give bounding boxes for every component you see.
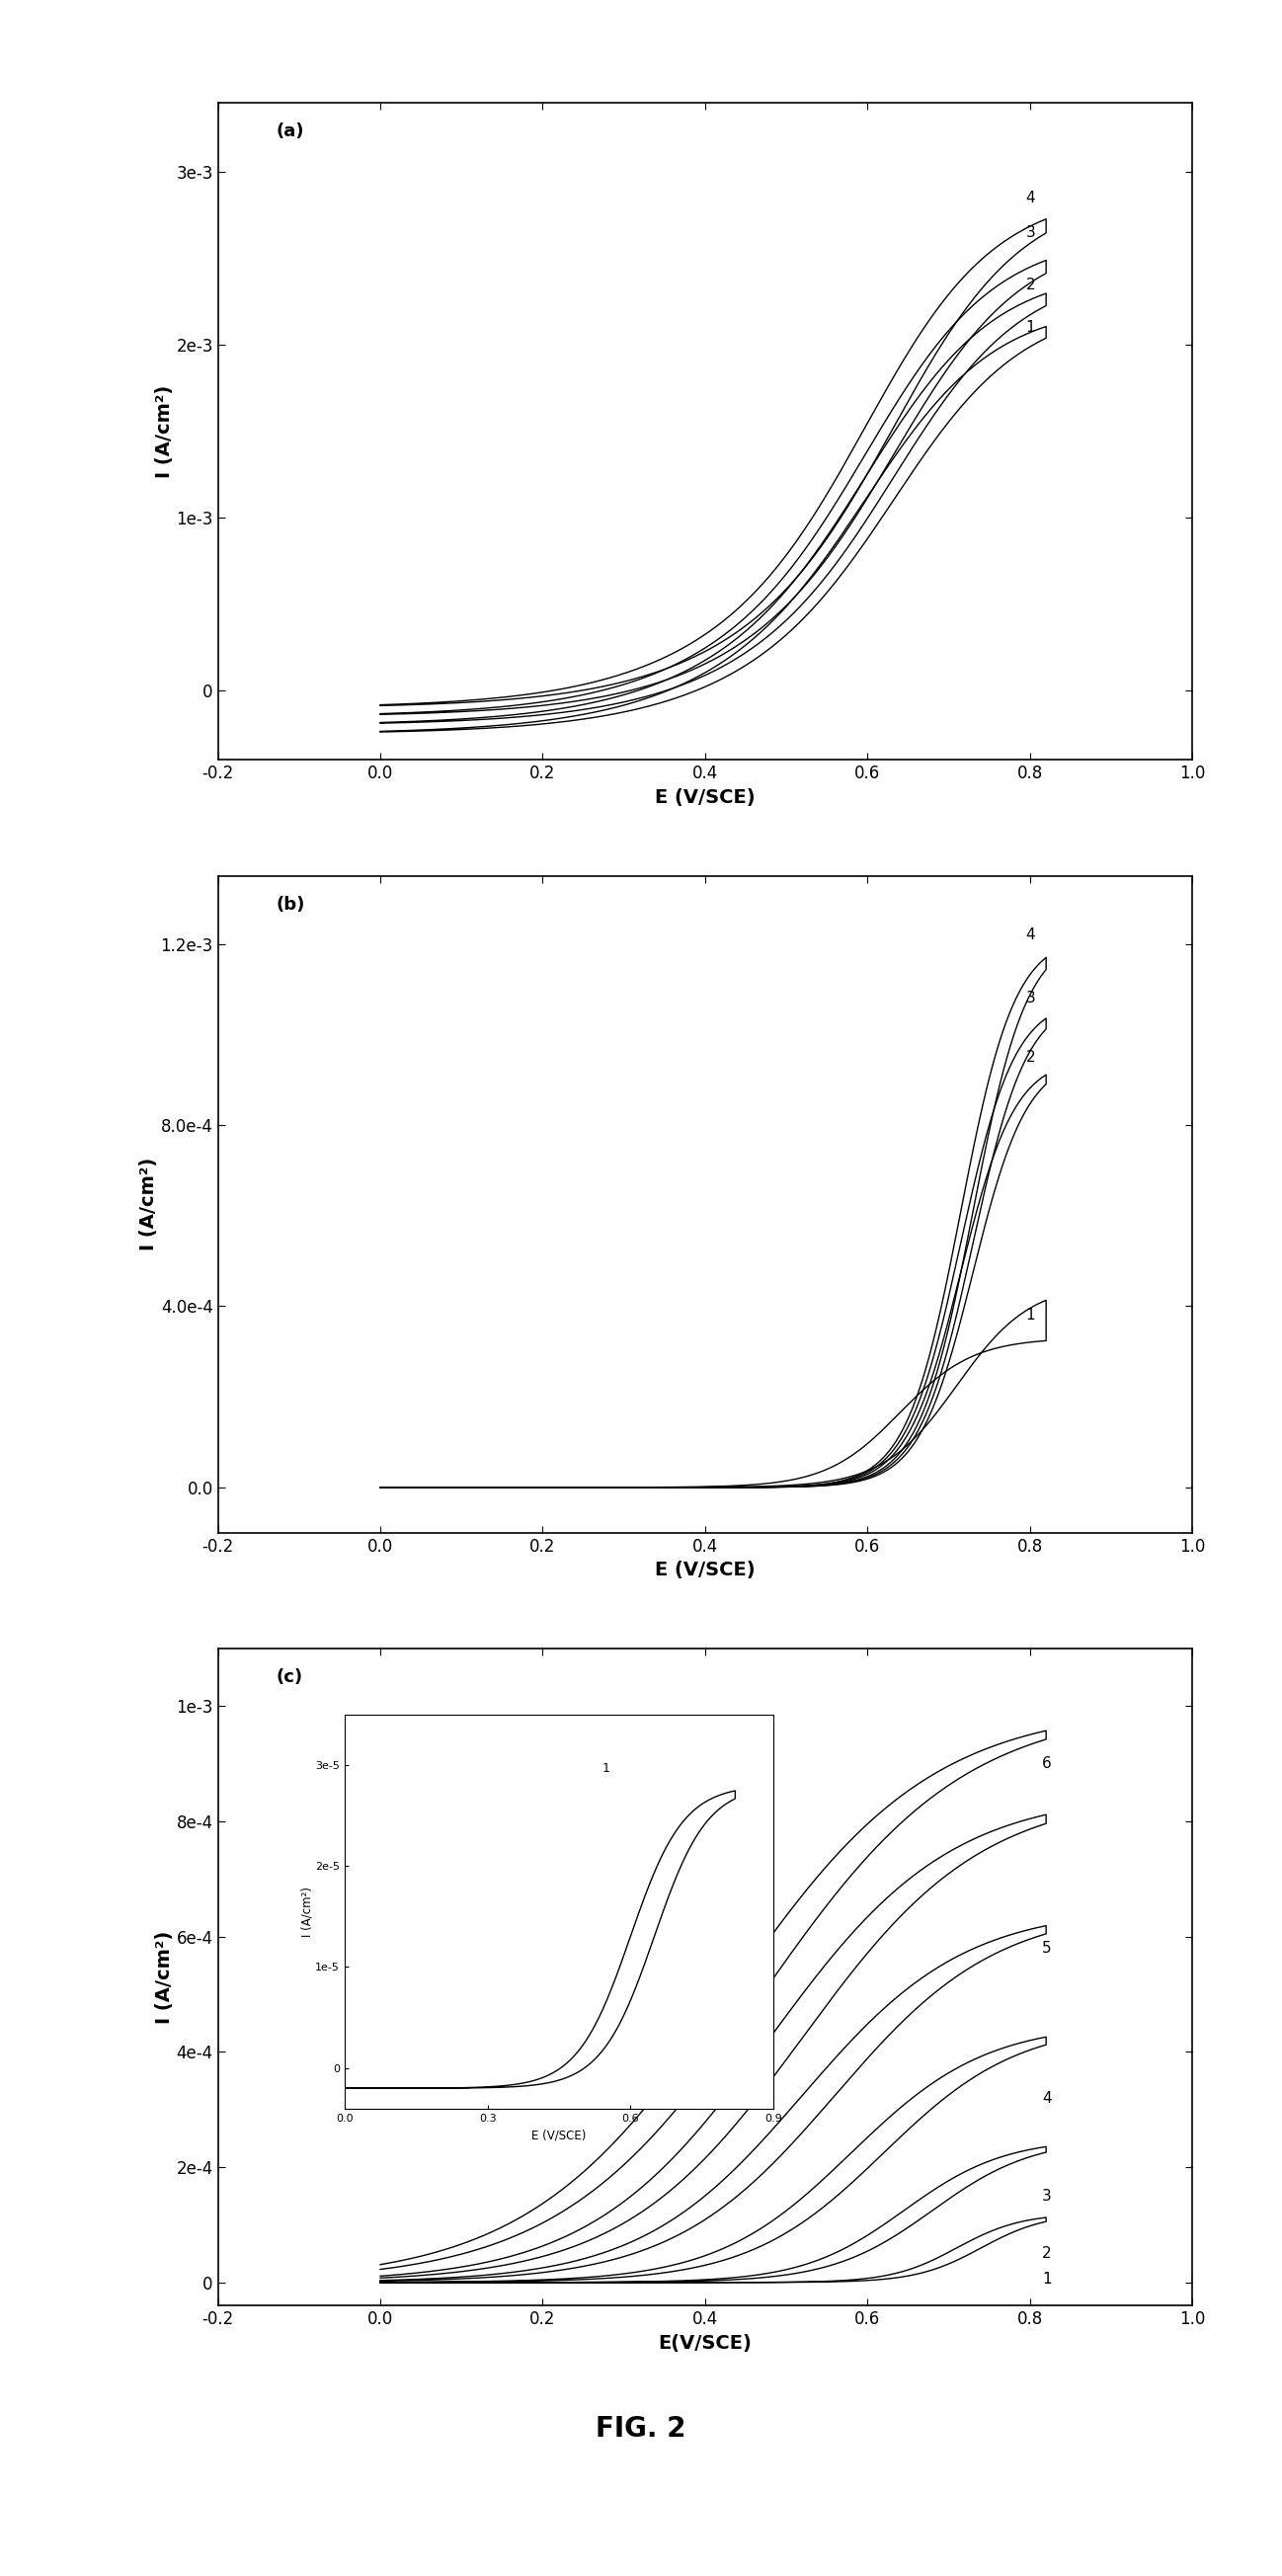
Text: 2: 2 (1026, 278, 1036, 291)
X-axis label: E (V/SCE): E (V/SCE) (655, 1561, 755, 1579)
Text: 2: 2 (1026, 1048, 1036, 1064)
Text: 4: 4 (1042, 2092, 1051, 2105)
Text: 5: 5 (1042, 1940, 1051, 1955)
Text: (a): (a) (277, 124, 305, 142)
Text: 1: 1 (1026, 1309, 1036, 1321)
Text: (b): (b) (277, 896, 305, 914)
Text: 2: 2 (1042, 2246, 1051, 2262)
Y-axis label: I (A/cm²): I (A/cm²) (155, 384, 173, 479)
X-axis label: E(V/SCE): E(V/SCE) (658, 2334, 753, 2352)
Text: 3: 3 (1026, 992, 1036, 1005)
Text: 1: 1 (1042, 2272, 1051, 2287)
Text: FIG. 2: FIG. 2 (596, 2416, 686, 2442)
Text: 3: 3 (1042, 2190, 1051, 2202)
Y-axis label: I (A/cm²): I (A/cm²) (138, 1157, 158, 1252)
Text: 3: 3 (1026, 224, 1036, 240)
Text: 1: 1 (1026, 319, 1036, 335)
Text: 4: 4 (1026, 927, 1036, 943)
X-axis label: E (V/SCE): E (V/SCE) (655, 788, 755, 806)
Text: 6: 6 (1042, 1757, 1051, 1772)
Text: (c): (c) (277, 1669, 303, 1687)
Y-axis label: I (A/cm²): I (A/cm²) (155, 1929, 173, 2025)
Text: 4: 4 (1026, 191, 1036, 206)
